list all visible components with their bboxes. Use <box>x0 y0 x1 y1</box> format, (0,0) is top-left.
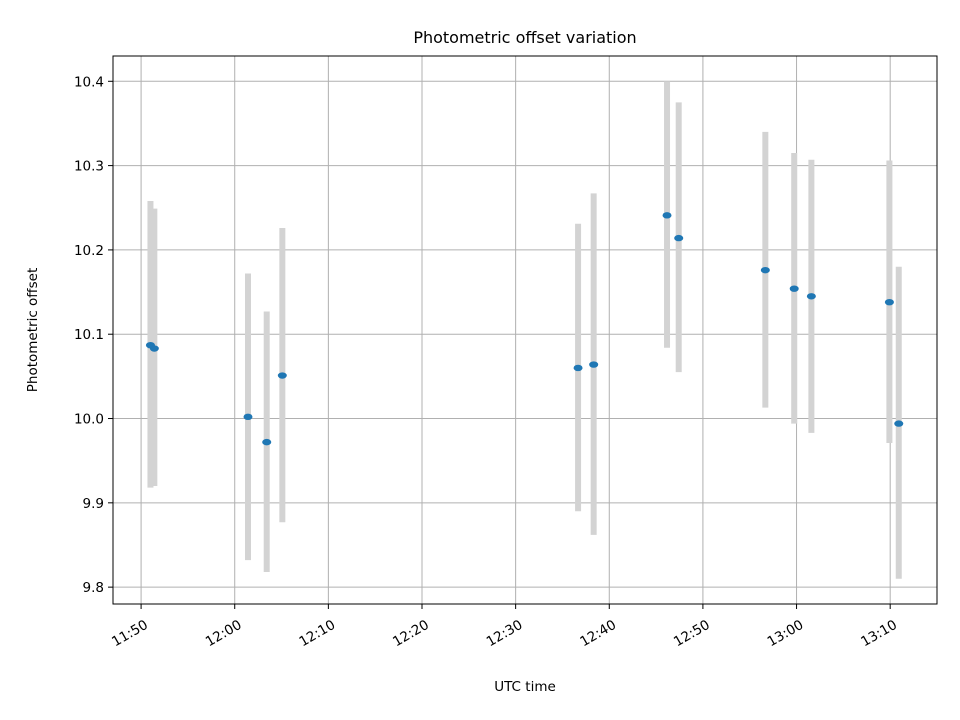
plot-frame <box>112 55 938 605</box>
data-point <box>760 266 770 274</box>
y-tick-label: 10.4 <box>74 74 104 90</box>
point-layer <box>145 212 904 446</box>
chart-title: Photometric offset variation <box>413 28 636 47</box>
data-point <box>789 285 799 292</box>
data-point <box>573 364 583 372</box>
y-tick-label: 10.1 <box>74 327 104 343</box>
y-tick-label: 10.2 <box>74 243 104 259</box>
data-point <box>894 420 904 427</box>
data-point <box>262 438 272 446</box>
data-point <box>674 234 684 242</box>
y-tick-label: 9.9 <box>83 496 104 512</box>
data-point <box>884 298 894 306</box>
data-point <box>149 345 159 352</box>
y-tick-label: 10.0 <box>74 412 104 428</box>
data-point <box>662 212 672 219</box>
y-axis-label: Photometric offset <box>25 268 41 392</box>
y-tick-label: 10.3 <box>74 159 104 175</box>
y-tick-label: 9.8 <box>83 580 104 596</box>
data-point <box>589 361 599 368</box>
y-axis: 9.8 9.9 10.0 10.1 10.2 10.3 10.4 <box>74 74 113 596</box>
data-point <box>277 372 287 379</box>
data-point <box>806 293 816 300</box>
x-axis-label: UTC time <box>494 679 556 695</box>
data-point <box>243 413 253 421</box>
